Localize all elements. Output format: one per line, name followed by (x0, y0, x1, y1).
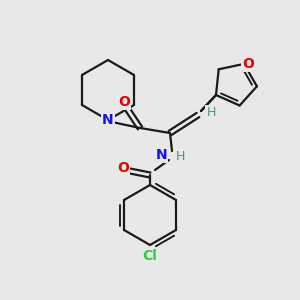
Text: O: O (117, 161, 129, 175)
Text: O: O (118, 95, 130, 109)
Text: O: O (242, 57, 254, 71)
Text: H: H (176, 149, 185, 163)
Text: N: N (155, 148, 167, 162)
Text: N: N (102, 113, 114, 127)
Text: H: H (206, 106, 216, 118)
Text: Cl: Cl (142, 249, 158, 263)
